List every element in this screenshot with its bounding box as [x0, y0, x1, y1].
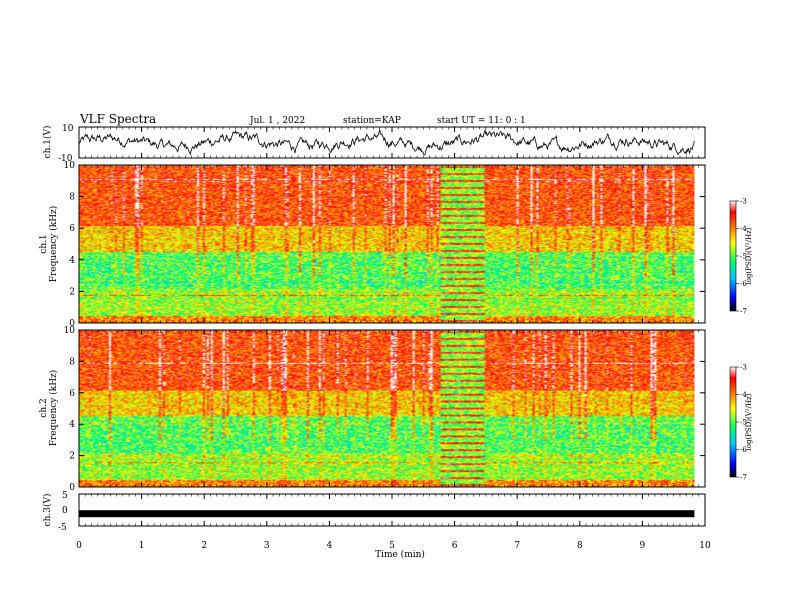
- ch3-ytick-bottom: -5: [58, 523, 67, 533]
- colorbar-tick-label: -3: [740, 364, 747, 372]
- colorbar-tick-label: -6: [740, 280, 747, 288]
- ch1-colorbar: -3 -4 -5 -6 -7 log(PSD)(V²/Hz): [729, 198, 753, 316]
- ch3-ylabel: ch.3(V): [42, 494, 53, 527]
- xtick-label: 10: [699, 541, 711, 551]
- xtick-label: 6: [452, 541, 458, 551]
- xtick-label: 1: [139, 541, 145, 551]
- ch1-ytick-top: 10: [62, 124, 74, 134]
- x-axis: 0 1 2 3 4 5 6 7 8 9 10: [76, 127, 711, 551]
- ch2-colorbar-label: log(PSD)(V²/Hz): [745, 393, 753, 450]
- ytick-label: 0: [69, 483, 75, 493]
- ytick-label: 10: [64, 161, 76, 171]
- ytick-label: 6: [69, 224, 75, 234]
- ch1-spectrogram-panel: 0 2 4 6 8 10 ch.1 Frequency (kHz): [39, 161, 706, 329]
- xtick-label: 5: [389, 541, 395, 551]
- colorbar-tick-label: -4: [740, 225, 747, 233]
- xtick-label: 4: [327, 541, 333, 551]
- xtick-label: 2: [201, 541, 207, 551]
- ch1-spec-ylabel-line2: Frequency (kHz): [48, 206, 59, 283]
- ch2-spectrogram-panel: 0 2 4 6 8 10 ch.2 Frequency (kHz): [39, 326, 706, 493]
- ch3-waveform-band: [79, 510, 695, 518]
- ch1-colorbar-label: log(PSD)(V²/Hz): [745, 227, 753, 284]
- ch3-ytick-top: 5: [62, 491, 68, 501]
- start-time-label: start UT = 11: 0 : 1: [437, 116, 526, 126]
- ch1-ylabel: ch.1(V): [42, 126, 53, 159]
- colorbar-tick-label: -4: [740, 391, 747, 399]
- ytick-label: 0: [69, 319, 75, 329]
- xtick-label: 0: [76, 541, 82, 551]
- ytick-label: 6: [69, 389, 75, 399]
- ytick-label: 4: [69, 256, 75, 266]
- colorbar-tick-label: -5: [740, 419, 747, 427]
- ch1-waveform-line: [78, 128, 695, 156]
- ytick-label: 2: [69, 287, 75, 297]
- station-label: station=KAP: [343, 116, 401, 126]
- xtick-label: 8: [577, 541, 583, 551]
- ytick-label: 4: [69, 420, 75, 430]
- ytick-label: 2: [69, 452, 75, 462]
- ch2-spec-ylabel-line1: ch.2: [39, 398, 49, 417]
- colorbar-tick-label: -7: [740, 474, 747, 482]
- ch3-ytick-mid: 0: [62, 506, 68, 516]
- xtick-label: 7: [514, 541, 520, 551]
- colorbar-tick-label: -6: [740, 446, 747, 454]
- ch1-waveform-panel: 10 -10 ch.1(V): [42, 124, 706, 164]
- ytick-label: 8: [69, 357, 75, 367]
- ch2-spectrogram-image: [79, 330, 695, 487]
- xtick-label: 9: [640, 541, 646, 551]
- figure-title: VLF Spectra: [79, 112, 156, 126]
- x-axis-label: Time (min): [375, 549, 425, 560]
- ch1-spec-ylabel-line1: ch.1: [39, 234, 49, 253]
- ytick-label: 8: [69, 193, 75, 203]
- ch2-colorbar: -3 -4 -5 -6 -7 log(PSD)(V²/Hz): [729, 364, 753, 482]
- colorbar-tick-label: -3: [740, 198, 747, 206]
- ytick-label: 10: [64, 326, 76, 336]
- date-label: Jul. 1 , 2022: [249, 116, 305, 126]
- ch1-spectrogram-image: [79, 165, 695, 323]
- ch1-ytick-bottom: -10: [58, 154, 73, 164]
- ch3-waveform-panel: 5 0 -5 ch.3(V): [42, 491, 706, 533]
- xtick-label: 3: [264, 541, 270, 551]
- colorbar-tick-label: -5: [740, 253, 747, 261]
- ch2-spec-ylabel-line2: Frequency (kHz): [48, 370, 59, 447]
- colorbar-tick-label: -7: [740, 308, 747, 316]
